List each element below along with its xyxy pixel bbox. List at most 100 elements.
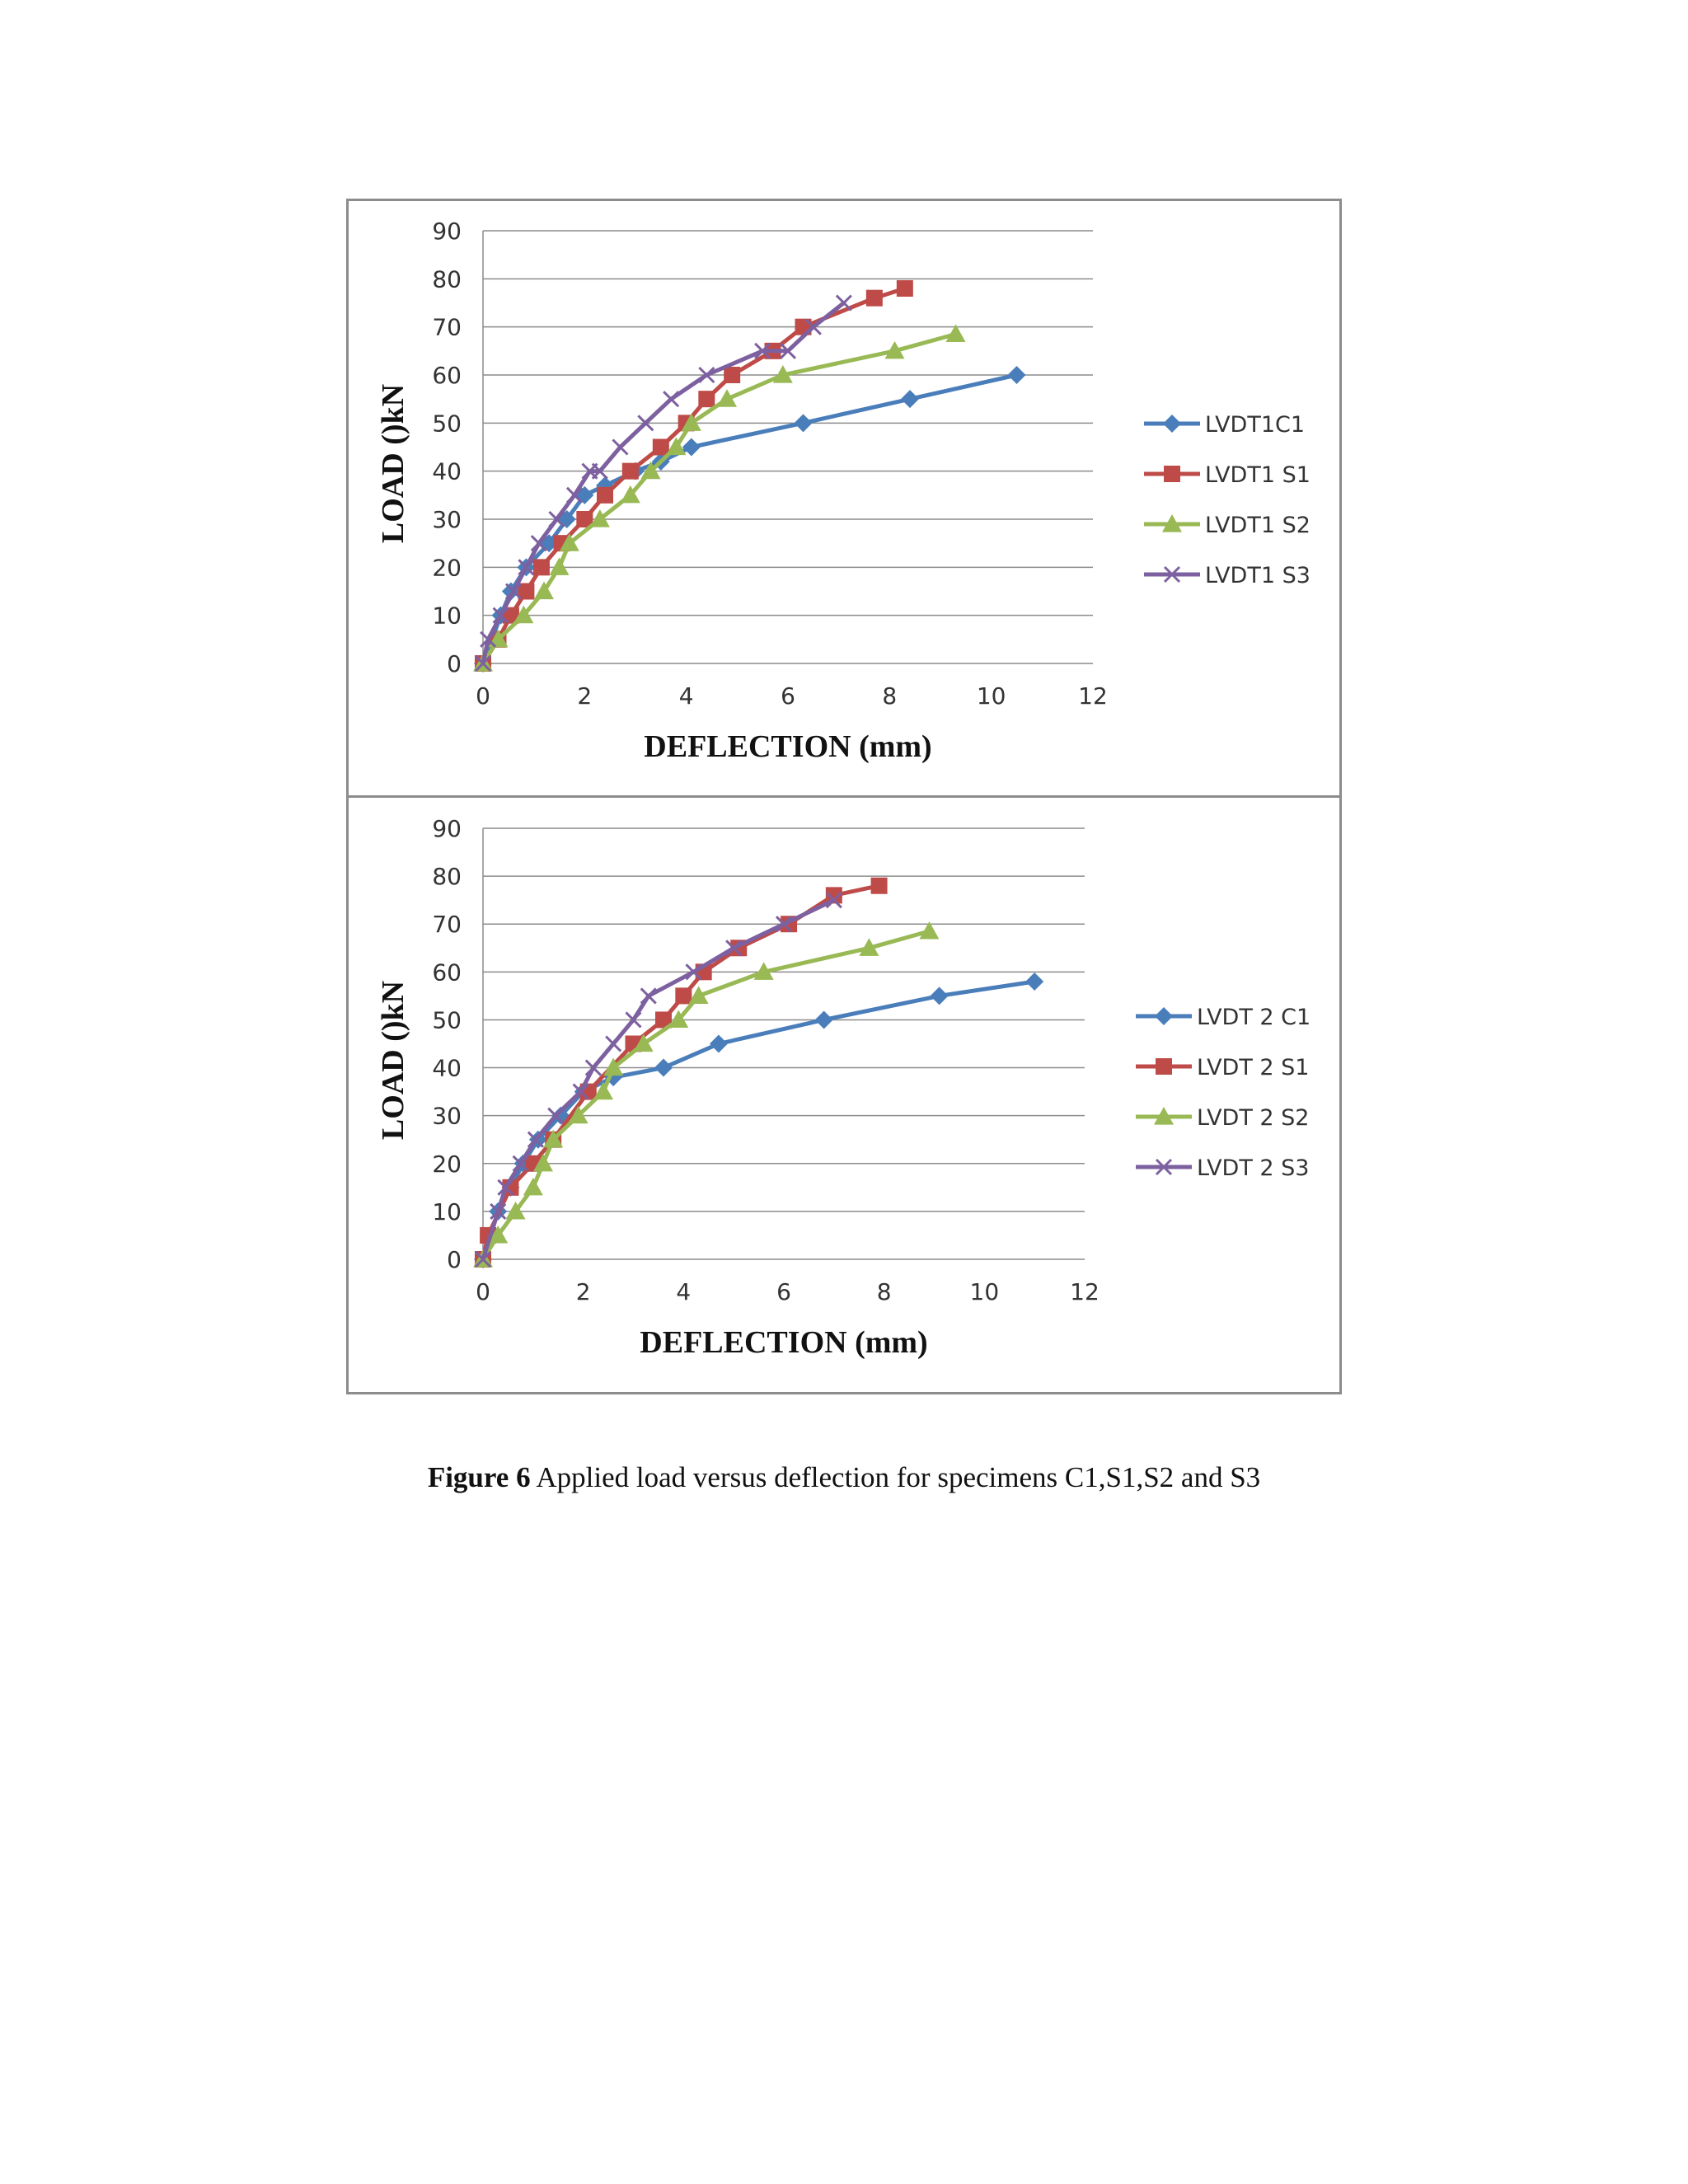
y-tick-label: 80: [432, 265, 462, 293]
data-point: [663, 391, 680, 408]
data-point: [633, 1033, 654, 1052]
series-3: [473, 324, 966, 672]
data-point: [625, 1011, 642, 1029]
data-point-stroke-b: [685, 963, 702, 981]
figure-caption-text: Applied load versus deflection for speci…: [530, 1461, 1261, 1493]
data-point: [568, 1105, 588, 1124]
data-point-stroke-b: [548, 510, 565, 528]
legend-label: LVDT 2 C1: [1197, 1005, 1311, 1030]
legend-item-3: LVDT 2 S2: [1136, 1105, 1310, 1131]
x-tick-label: 2: [577, 682, 592, 710]
chart-lvdt2: 0 10 20 30 40 50 60 70 80 90 0 2 4 6 8 10 12 DEFLECTION (…: [376, 815, 1311, 1360]
data-point: [945, 324, 966, 343]
figure-caption: Figure 6 Applied load versus deflection …: [0, 1461, 1688, 1494]
data-point: [605, 1035, 622, 1052]
x-tick-label: 0: [476, 682, 490, 710]
data-point-stroke-b: [591, 462, 608, 480]
legend-marker: [1162, 514, 1182, 532]
data-point: [504, 583, 523, 600]
legend-marker-stroke-b: [1163, 565, 1181, 583]
data-point: [772, 365, 793, 383]
x-tick-label: 12: [1078, 682, 1108, 710]
data-point-stroke-b: [584, 1059, 602, 1076]
data-point-stroke-b: [527, 1131, 544, 1148]
data-point: [501, 582, 520, 601]
data-point: [725, 940, 743, 957]
data-point: [698, 366, 715, 384]
data-point: [527, 1131, 544, 1148]
series-2: [475, 280, 913, 672]
data-point: [576, 511, 593, 527]
data-point: [572, 1083, 589, 1100]
data-point: [488, 629, 509, 648]
y-tick-label: 40: [432, 458, 462, 485]
data-point: [513, 605, 534, 624]
data-point: [548, 510, 565, 528]
data-point-stroke-b: [504, 583, 523, 600]
legend-item-2: LVDT1 S1: [1144, 462, 1311, 488]
data-point-stroke-b: [725, 940, 743, 957]
data-point: [597, 486, 613, 504]
y-tick-label: 70: [432, 314, 462, 341]
x-tick-label: 10: [977, 682, 1006, 710]
x-axis-title: DEFLECTION (mm): [644, 729, 931, 764]
data-point: [612, 438, 629, 456]
series-line: [481, 286, 907, 666]
y-tick-label: 50: [432, 410, 462, 437]
y-gridlines: [483, 230, 1093, 664]
data-point: [652, 438, 669, 456]
data-point: [559, 533, 579, 551]
data-point: [794, 414, 813, 433]
y-tick-label: 10: [432, 1198, 462, 1226]
x-axis-title: DEFLECTION (mm): [640, 1325, 927, 1360]
data-point: [666, 437, 687, 456]
legend-marker-stroke-b: [1155, 1158, 1173, 1176]
data-point: [835, 294, 852, 312]
data-point: [724, 367, 741, 383]
data-point: [532, 559, 550, 576]
data-point-stroke-b: [572, 1083, 589, 1100]
y-tick-label: 0: [447, 1246, 462, 1273]
legend-marker: [1163, 415, 1181, 433]
data-point: [775, 916, 793, 933]
y-tick-label: 80: [432, 863, 462, 890]
legend-label: LVDT 2 S3: [1197, 1155, 1310, 1181]
data-point-stroke-b: [637, 415, 654, 432]
data-point: [474, 654, 492, 673]
x-tick-label: 4: [679, 682, 694, 710]
y-tick-label: 60: [432, 958, 462, 986]
y-tick-label: 40: [432, 1055, 462, 1082]
x-tick-label: 2: [576, 1278, 591, 1305]
y-tick-label: 50: [432, 1006, 462, 1033]
y-tick-label: 90: [432, 815, 462, 842]
data-point-stroke-b: [565, 486, 584, 504]
data-point: [825, 892, 842, 909]
data-point-stroke-b: [663, 391, 680, 408]
series-line: [481, 883, 882, 1262]
data-point: [688, 986, 709, 1004]
data-point: [474, 1250, 492, 1268]
legend-marker: [1155, 1158, 1173, 1176]
data-point: [480, 630, 497, 648]
data-point-stroke-b: [698, 366, 715, 384]
legend-label: LVDT 2 S2: [1197, 1105, 1310, 1131]
data-point-stroke-b: [474, 654, 492, 673]
y-tick-label: 30: [432, 1103, 462, 1130]
data-point-stroke-b: [474, 1250, 492, 1268]
y-tick-label: 90: [432, 218, 462, 245]
data-point: [709, 1034, 728, 1053]
data-point-stroke-b: [640, 987, 657, 1005]
y-tick-label: 10: [432, 602, 462, 630]
legend-item-4: LVDT 2 S3: [1136, 1155, 1310, 1181]
data-point: [754, 342, 771, 359]
data-point: [896, 280, 913, 297]
data-point-stroke-b: [612, 438, 629, 456]
data-point: [637, 415, 654, 432]
data-point: [681, 413, 701, 431]
figure-label: Figure 6: [427, 1461, 531, 1493]
data-point-stroke-b: [492, 607, 509, 624]
data-point: [1025, 972, 1044, 991]
series-3: [473, 921, 940, 1268]
chart-panel-lvdt1: 0 10 20 30 40 50 60 70 80 90 0 2 4 6 8 10 12 DEFLECTION (…: [346, 199, 1342, 798]
legend-marker: [1163, 565, 1181, 583]
